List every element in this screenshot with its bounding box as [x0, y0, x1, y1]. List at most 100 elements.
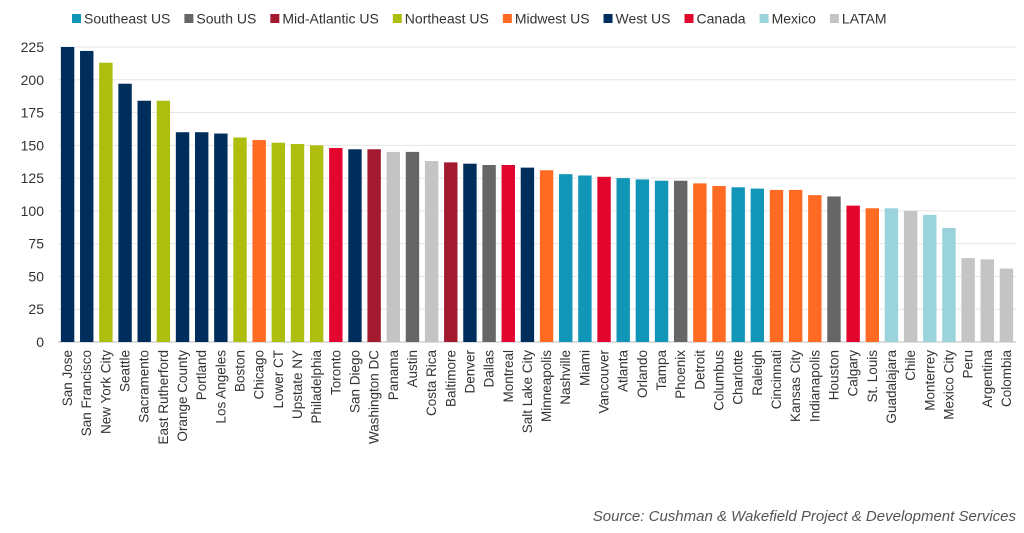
bar-38: [788, 189, 803, 342]
bar-7: [194, 132, 209, 342]
bar-44: [903, 210, 918, 342]
x-tick-label-33: Detroit: [692, 350, 707, 390]
bar-3: [118, 83, 132, 342]
x-tick-label-21: Denver: [462, 350, 477, 394]
bar-15: [348, 149, 362, 342]
legend-label-7: Mexico: [772, 11, 817, 27]
bar-1: [80, 50, 94, 342]
legend-label-4: Midwest US: [515, 11, 590, 27]
bar-21: [463, 163, 477, 342]
x-tick-label-20: Baltimore: [443, 350, 458, 407]
bar-2: [99, 62, 113, 342]
bar-4: [137, 100, 151, 342]
x-tick-label-1: San Francisco: [79, 350, 94, 436]
x-tick-label-27: Miami: [577, 350, 592, 386]
x-tick-label-16: Washington DC: [367, 350, 382, 444]
x-tick-label-39: Indianapolis: [807, 350, 822, 422]
bar-30: [635, 179, 650, 342]
x-tick-label-26: Nashville: [558, 350, 573, 405]
legend-label-3: Northeast US: [405, 11, 489, 27]
x-tick-label-2: New York City: [98, 350, 113, 434]
bar-46: [942, 227, 956, 342]
legend-label-5: West US: [616, 11, 671, 27]
bar-5: [156, 100, 171, 342]
y-tick-label-0: 0: [36, 334, 44, 350]
x-tick-label-47: Peru: [961, 350, 976, 379]
bar-48: [980, 259, 994, 342]
bar-11: [271, 142, 286, 342]
bar-40: [827, 196, 841, 342]
x-tick-label-6: Orange County: [175, 350, 190, 442]
x-tick-label-40: Houston: [826, 350, 841, 400]
bar-23: [501, 165, 515, 342]
bar-39: [808, 195, 822, 342]
legend-swatch-2: [270, 14, 280, 23]
x-tick-label-48: Argentina: [980, 350, 995, 408]
x-tick-label-35: Charlotte: [731, 350, 746, 405]
bar-42: [865, 208, 880, 342]
bar-13: [309, 145, 324, 342]
bar-28: [597, 176, 611, 342]
bar-12: [290, 144, 305, 342]
x-tick-label-37: Cincinnati: [769, 350, 784, 409]
legend-swatch-8: [829, 14, 839, 23]
x-tick-label-32: Phoenix: [673, 350, 688, 399]
x-tick-label-49: Colombia: [999, 350, 1014, 408]
bar-36: [750, 188, 765, 342]
bar-10: [252, 140, 266, 342]
legend: Southeast US South US Mid-Atlantic US North…: [72, 11, 887, 27]
legend-swatch-4: [502, 14, 512, 23]
bar-19: [424, 161, 439, 342]
bar-9: [233, 137, 247, 342]
x-tick-label-13: Philadelphia: [309, 350, 324, 424]
x-tick-label-9: Boston: [233, 350, 248, 392]
x-tick-label-5: East Rutherford: [156, 350, 171, 445]
bars: [60, 47, 1014, 342]
x-tick-label-42: St. Louis: [865, 350, 880, 403]
y-tick-label-1: 25: [28, 301, 44, 317]
legend-label-0: Southeast US: [84, 11, 170, 27]
x-tick-label-46: Mexico City: [941, 350, 956, 420]
bar-20: [444, 162, 458, 342]
bar-33: [693, 183, 707, 342]
x-tick-label-10: Chicago: [252, 350, 267, 400]
x-tick-label-36: Raleigh: [750, 350, 765, 396]
x-tick-label-19: Costa Rica: [424, 350, 439, 417]
bar-49: [999, 268, 1014, 342]
y-tick-label-7: 175: [21, 105, 45, 121]
legend-label-2: Mid-Atlantic US: [282, 11, 378, 27]
y-tick-label-9: 225: [21, 39, 45, 55]
x-tick-label-4: Sacramento: [137, 350, 152, 423]
legend-label-6: Canada: [697, 11, 746, 27]
legend-swatch-6: [684, 14, 694, 23]
bar-29: [616, 178, 630, 342]
bar-17: [386, 151, 401, 342]
x-tick-label-34: Columbus: [712, 350, 727, 411]
bar-45: [923, 214, 937, 342]
source-note: Source: Cushman & Wakefield Project & De…: [592, 508, 1016, 525]
y-axis-ticks: 0 25 50 75 100 125 150 175 200 225: [21, 39, 45, 350]
legend-label-8: LATAM: [842, 11, 887, 27]
x-tick-label-43: Guadalajara: [884, 350, 899, 424]
bar-27: [578, 175, 592, 342]
x-tick-label-17: Panama: [386, 350, 401, 401]
x-tick-label-30: Orlando: [635, 350, 650, 398]
x-tick-label-14: Toronto: [328, 350, 343, 395]
x-tick-label-45: Monterrey: [922, 350, 937, 411]
bar-6: [175, 132, 190, 342]
bar-22: [482, 165, 496, 342]
bar-35: [731, 187, 745, 342]
bar-34: [712, 185, 726, 342]
bar-41: [846, 205, 860, 342]
x-tick-label-18: Austin: [405, 350, 420, 388]
legend-swatch-5: [603, 14, 613, 23]
x-tick-label-11: Lower CT: [271, 350, 286, 409]
x-tick-label-3: Seattle: [118, 350, 133, 392]
bar-37: [769, 189, 784, 342]
x-tick-label-15: San Diego: [347, 350, 362, 413]
x-tick-label-0: San Jose: [60, 350, 75, 406]
legend-swatch-3: [392, 14, 402, 23]
bar-18: [405, 151, 420, 342]
x-axis-labels: San Jose San Francisco New York City Seattl…: [60, 350, 1014, 445]
